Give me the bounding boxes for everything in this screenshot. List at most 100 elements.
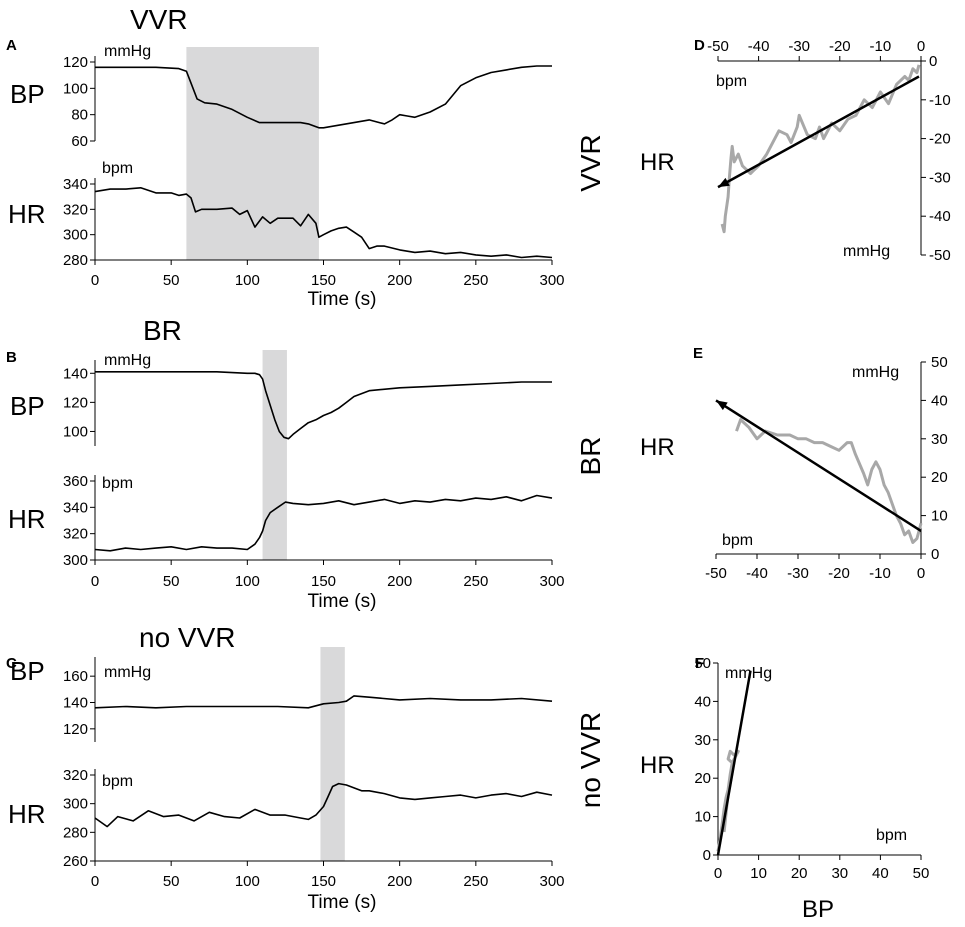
hr-y-tick-label-B: 340: [63, 499, 88, 516]
x-tick-label-F: 50: [913, 865, 930, 882]
x-tick-label-E: -30: [787, 565, 809, 582]
panel-letter-F: F: [695, 655, 704, 672]
shaded-interval-C: [320, 647, 345, 861]
y-tick-label-F: 30: [694, 732, 711, 749]
y-tick-label-E: 10: [931, 508, 948, 525]
fit-arrowhead-D: [718, 177, 730, 188]
panel-letter-B: B: [6, 349, 17, 366]
hr-label-C: HR: [8, 799, 46, 829]
x-tick-label-A: 250: [463, 272, 488, 289]
y-unit-E: mmHg: [852, 364, 899, 381]
hr-label-E: HR: [640, 434, 675, 461]
x-axis-title-A: Time (s): [308, 289, 377, 310]
hr-y-tick-label-C: 280: [63, 824, 88, 841]
x-tick-label-B: 50: [163, 573, 180, 590]
hr-trace-A: [94, 187, 553, 259]
bp-label-C: BP: [10, 656, 45, 686]
y-tick-label-E: 50: [931, 354, 948, 371]
x-tick-label-F: 10: [750, 865, 767, 882]
y-tick-label-F: 40: [694, 693, 711, 710]
trace-F: [716, 749, 740, 852]
x-tick-label-D: -40: [748, 38, 770, 55]
shaded-interval-A: [186, 47, 319, 260]
bp-trace-A: [95, 65, 552, 129]
x-unit-E: bpm: [722, 532, 753, 549]
row-label-F: no VVR: [575, 712, 606, 809]
x-tick-label-A: 100: [235, 272, 260, 289]
y-tick-label-F: 50: [694, 655, 711, 672]
x-tick-label-E: -50: [705, 565, 727, 582]
x-tick-label-D: -30: [788, 38, 810, 55]
x-tick-label-D: -20: [829, 38, 851, 55]
y-tick-label-D: -10: [929, 92, 951, 109]
hr-trace-B: [94, 494, 553, 552]
hr-y-tick-label-B: 360: [63, 473, 88, 490]
x-tick-label-C: 250: [463, 873, 488, 890]
x-tick-label-B: 100: [235, 573, 260, 590]
y-tick-label-F: 0: [703, 847, 711, 864]
x-tick-label-A: 300: [539, 272, 564, 289]
x-tick-label-C: 100: [235, 873, 260, 890]
y-tick-label-D: -40: [929, 208, 951, 225]
fit-line-D: [717, 75, 920, 189]
bp-unit-B: mmHg: [104, 352, 151, 369]
panel-title-C: no VVR: [139, 622, 236, 653]
x-tick-label-D: 0: [917, 38, 925, 55]
x-tick-label-D: -10: [870, 38, 892, 55]
bp-unit-A: mmHg: [104, 43, 151, 60]
panel-letter-A: A: [6, 37, 17, 54]
bp-y-tick-label-A: 120: [63, 54, 88, 71]
y-tick-label-D: -20: [929, 131, 951, 148]
y-tick-label-E: 0: [931, 546, 939, 563]
y-tick-label-D: -30: [929, 169, 951, 186]
bp-y-tick-label-A: 60: [71, 133, 88, 150]
hr-label-B: HR: [8, 504, 46, 534]
bp-label-B: BP: [10, 391, 45, 421]
y-tick-label-E: 30: [931, 431, 948, 448]
y-tick-label-D: -50: [929, 247, 951, 264]
fit-line-E: [715, 399, 922, 533]
hr-y-tick-label-A: 320: [63, 201, 88, 218]
bp-axis-title-F: BP: [802, 896, 834, 923]
fit-arrowhead-E: [716, 400, 728, 411]
bp-y-tick-label-A: 80: [71, 107, 88, 124]
trace-D: [720, 64, 921, 234]
x-tick-label-B: 200: [387, 573, 412, 590]
x-unit-D: bpm: [716, 73, 747, 90]
y-tick-label-F: 20: [694, 770, 711, 787]
hr-label-A: HR: [8, 199, 46, 229]
bp-y-tick-label-B: 140: [63, 365, 88, 382]
y-tick-label-E: 40: [931, 392, 948, 409]
x-axis-title-C: Time (s): [308, 892, 377, 913]
bp-y-tick-label-C: 160: [63, 668, 88, 685]
hr-y-tick-label-A: 340: [63, 176, 88, 193]
bp-y-tick-label-C: 140: [63, 695, 88, 712]
x-tick-label-F: 20: [791, 865, 808, 882]
x-tick-label-C: 0: [91, 873, 99, 890]
x-unit-F: bpm: [876, 827, 907, 844]
x-axis-title-B: Time (s): [308, 591, 377, 612]
bp-y-tick-label-A: 100: [63, 80, 88, 97]
hr-y-tick-label-B: 300: [63, 552, 88, 569]
panel-title-A: VVR: [130, 4, 188, 35]
x-tick-label-E: 0: [917, 565, 925, 582]
bp-y-tick-label-B: 100: [63, 423, 88, 440]
bp-trace-B: [95, 371, 552, 440]
hr-y-tick-label-C: 300: [63, 796, 88, 813]
shaded-interval-B: [262, 350, 287, 560]
panel-title-B: BR: [143, 315, 182, 346]
x-tick-label-B: 0: [91, 573, 99, 590]
row-label-E: BR: [575, 437, 606, 476]
bp-trace-C: [94, 695, 553, 709]
x-tick-label-C: 300: [539, 873, 564, 890]
y-tick-label-F: 10: [694, 809, 711, 826]
x-tick-label-C: 50: [163, 873, 180, 890]
fit-line-F: [716, 670, 752, 856]
row-label-D: VVR: [575, 134, 606, 192]
y-tick-label-D: 0: [929, 53, 937, 70]
x-tick-label-A: 200: [387, 272, 412, 289]
x-tick-label-E: -20: [828, 565, 850, 582]
hr-unit-C: bpm: [102, 773, 133, 790]
x-tick-label-A: 150: [311, 272, 336, 289]
